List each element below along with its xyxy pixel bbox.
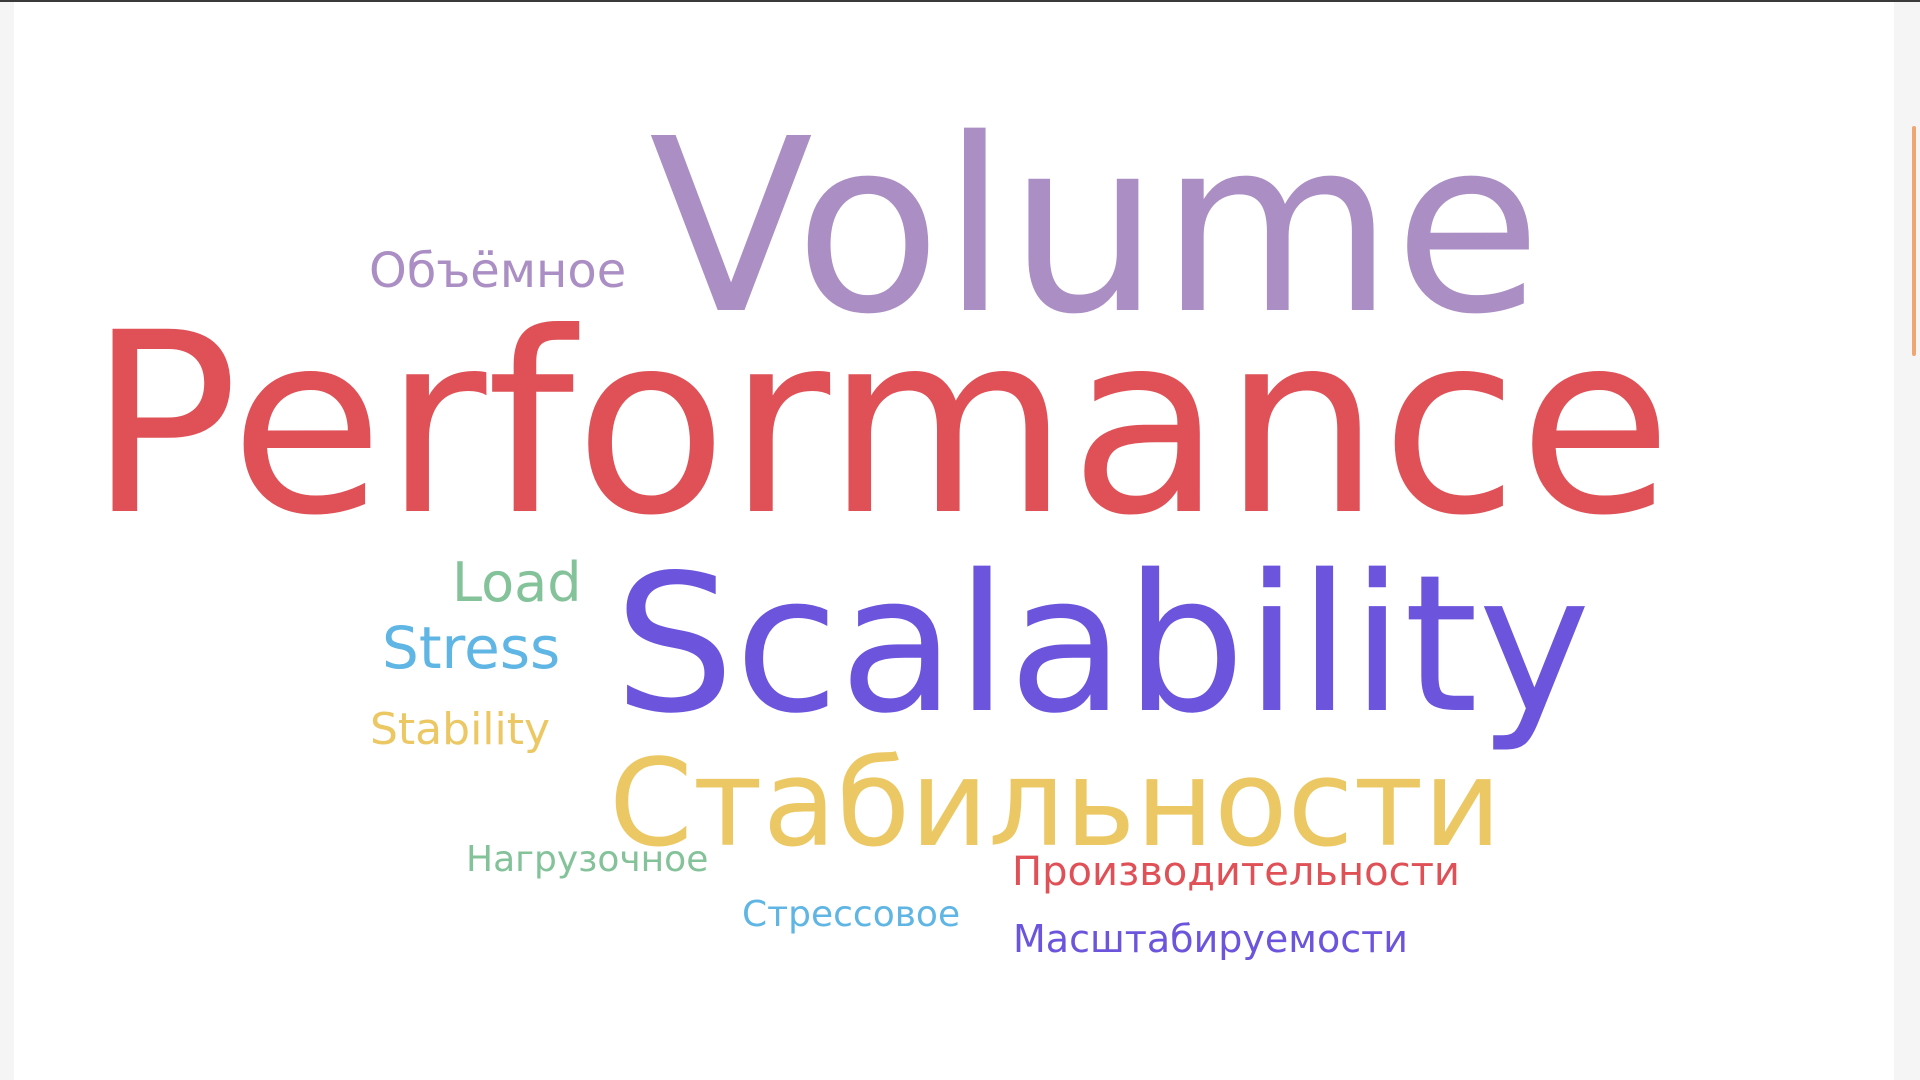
word-nagruzochnoe: Нагрузочное (466, 839, 709, 880)
word-performance: Performance (88, 279, 1673, 570)
word-load: Load (452, 551, 582, 614)
word-volume: Volume (649, 87, 1542, 367)
word-cloud-canvas: Volume Performance Scalability Стабильно… (14, 2, 1894, 1080)
word-stressovoe: Стрессовое (742, 894, 961, 935)
word-scalability: Scalability (614, 534, 1591, 755)
word-stress: Stress (382, 614, 561, 682)
word-masshtabiruemosti: Масштабируемости (1013, 917, 1408, 961)
scrollbar-thumb[interactable] (1912, 126, 1916, 356)
window-top-border (0, 0, 1920, 2)
word-obemnoe: Объёмное (369, 243, 627, 299)
word-stability: Stability (370, 704, 551, 755)
word-stabilnosti: Стабильности (609, 735, 1502, 874)
word-proizvoditelnosti: Производительности (1012, 849, 1460, 895)
